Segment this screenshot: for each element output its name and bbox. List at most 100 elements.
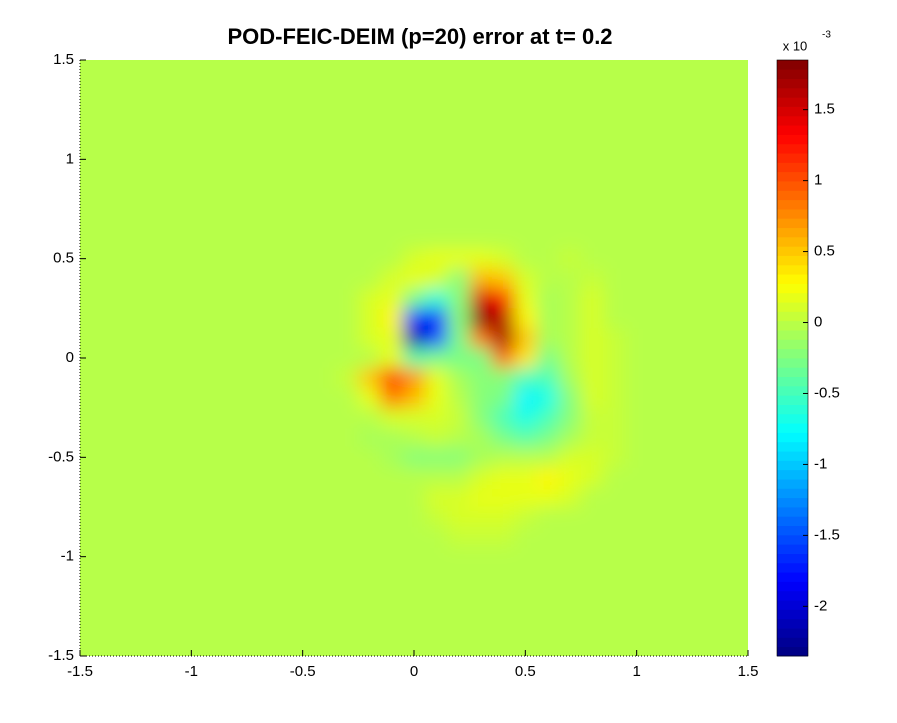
heat-cell xyxy=(692,308,748,329)
heat-cell xyxy=(514,367,537,389)
heat-cell xyxy=(581,427,604,448)
heat-cell xyxy=(491,288,515,309)
heat-cell xyxy=(491,328,515,349)
colorbar-tick-label: 0.5 xyxy=(814,243,835,260)
heat-cell xyxy=(80,526,137,548)
chart-title: POD-FEIC-DEIM (p=20) error at t= 0.2 xyxy=(227,24,612,49)
heat-cell xyxy=(514,546,537,607)
heat-cell xyxy=(402,447,426,468)
heat-cell xyxy=(313,199,337,250)
heat-cell xyxy=(336,447,359,468)
heat-cell xyxy=(425,60,448,111)
heat-cell xyxy=(491,487,515,508)
heat-cell xyxy=(536,60,560,111)
colorbar-swatch xyxy=(777,87,808,98)
heat-cell xyxy=(603,348,627,369)
heat-cell xyxy=(692,526,748,548)
heat-cell xyxy=(336,199,359,250)
heat-cell xyxy=(692,288,748,309)
heat-cell xyxy=(425,348,448,369)
heat-cell xyxy=(469,348,493,369)
heat-cell xyxy=(425,467,448,488)
heat-cell xyxy=(625,328,693,349)
heat-cell xyxy=(581,60,604,111)
heat-cell xyxy=(491,109,515,200)
heat-cell xyxy=(536,467,560,488)
heat-cell xyxy=(135,526,248,548)
x-tick-label: 0 xyxy=(410,663,418,680)
heat-cell xyxy=(380,199,404,250)
colorbar-swatch xyxy=(777,469,808,480)
heat-cell xyxy=(402,526,426,548)
heat-cell xyxy=(313,407,337,429)
colorbar-swatch xyxy=(777,264,808,275)
colorbar-swatch xyxy=(777,637,808,648)
heat-cell xyxy=(313,427,337,448)
heat-cell xyxy=(80,407,137,429)
heat-cell xyxy=(625,427,693,448)
heat-cell xyxy=(491,387,515,409)
colorbar-swatch xyxy=(777,348,808,359)
heat-cell xyxy=(336,387,359,409)
heat-cell xyxy=(514,328,537,349)
colorbar-tick-label: -0.5 xyxy=(814,384,840,401)
heat-cell xyxy=(336,308,359,329)
heat-cell xyxy=(402,606,426,656)
heat-cell xyxy=(313,288,337,309)
heat-cell xyxy=(80,288,137,309)
heat-cell xyxy=(80,199,137,250)
heat-cell xyxy=(380,60,404,111)
heat-cell xyxy=(313,546,337,607)
heat-cell xyxy=(358,606,382,656)
heat-cell xyxy=(447,447,471,468)
heat-cell xyxy=(447,546,471,607)
heat-cell xyxy=(692,606,748,656)
heat-cell xyxy=(247,507,315,528)
heat-cell xyxy=(402,268,426,289)
heat-cell xyxy=(469,308,493,329)
heat-cell xyxy=(536,447,560,468)
heat-cell xyxy=(603,248,627,270)
heat-cell xyxy=(514,467,537,488)
heat-cell xyxy=(336,268,359,289)
colorbar-swatch xyxy=(777,302,808,312)
colorbar-tick-label: -2 xyxy=(814,597,827,614)
heat-cell xyxy=(336,60,359,111)
heat-cell xyxy=(514,288,537,309)
colorbar-swatch xyxy=(777,534,808,545)
heat-cell xyxy=(692,109,748,200)
heat-cell xyxy=(514,109,537,200)
x-tick-label: -1.5 xyxy=(67,663,93,680)
heat-cell xyxy=(247,308,315,329)
heat-cell xyxy=(491,268,515,289)
x-tick-label: 1.5 xyxy=(738,663,759,680)
heat-cell xyxy=(536,526,560,548)
heat-cell xyxy=(247,487,315,508)
colorbar-swatch xyxy=(777,441,808,452)
heat-cell xyxy=(603,288,627,309)
heat-cell xyxy=(692,328,748,349)
heat-cell xyxy=(425,367,448,389)
heat-cell xyxy=(603,526,627,548)
heat-cell xyxy=(469,507,493,528)
colorbar-swatch xyxy=(777,97,808,107)
heat-cell xyxy=(425,268,448,289)
heat-cell xyxy=(402,427,426,448)
heat-cell xyxy=(491,447,515,468)
heat-cell xyxy=(80,487,137,508)
heat-cell xyxy=(558,546,582,607)
heat-cell xyxy=(514,308,537,329)
heat-cell xyxy=(447,606,471,656)
heat-cell xyxy=(358,387,382,409)
heat-cell xyxy=(135,199,248,250)
colorbar-swatch xyxy=(777,358,808,368)
heat-cell xyxy=(692,348,748,369)
heat-cell xyxy=(692,60,748,111)
colorbar-swatch xyxy=(777,78,808,89)
colorbar-swatch xyxy=(777,143,808,154)
heat-cell xyxy=(692,268,748,289)
heat-cell xyxy=(514,407,537,429)
heat-cell xyxy=(425,526,448,548)
heat-cell xyxy=(558,367,582,389)
heat-cell xyxy=(402,467,426,488)
